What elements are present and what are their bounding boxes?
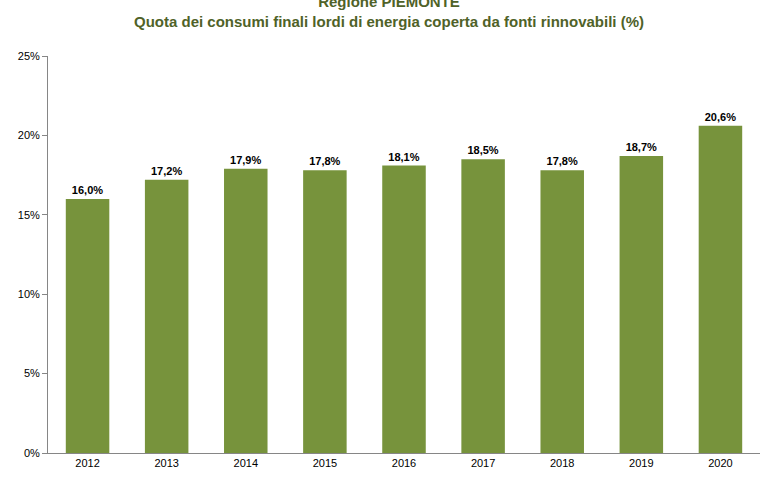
svg-text:17,8%: 17,8% (309, 155, 340, 167)
svg-text:18,1%: 18,1% (388, 151, 419, 163)
svg-text:17,2%: 17,2% (151, 165, 182, 177)
svg-text:2016: 2016 (392, 457, 416, 469)
svg-text:2012: 2012 (75, 457, 99, 469)
svg-text:17,8%: 17,8% (547, 155, 578, 167)
svg-text:2014: 2014 (234, 457, 258, 469)
svg-text:15%: 15% (18, 209, 40, 221)
svg-text:2018: 2018 (550, 457, 574, 469)
svg-text:2019: 2019 (629, 457, 653, 469)
svg-text:5%: 5% (24, 367, 40, 379)
svg-text:Regione PIEMONTEQuota dei cons: Regione PIEMONTEQuota dei consumi finali… (134, 0, 644, 30)
svg-text:2017: 2017 (471, 457, 495, 469)
svg-text:10%: 10% (18, 288, 40, 300)
svg-text:20%: 20% (18, 129, 40, 141)
svg-text:18,5%: 18,5% (467, 144, 498, 156)
svg-text:17,9%: 17,9% (230, 154, 261, 166)
svg-text:25%: 25% (18, 50, 40, 62)
svg-text:18,7%: 18,7% (626, 141, 657, 153)
svg-text:20,6%: 20,6% (705, 111, 736, 123)
svg-text:0%: 0% (24, 447, 40, 459)
svg-text:2020: 2020 (708, 457, 732, 469)
svg-text:2013: 2013 (154, 457, 178, 469)
svg-text:16,0%: 16,0% (72, 184, 103, 196)
svg-text:2015: 2015 (313, 457, 337, 469)
